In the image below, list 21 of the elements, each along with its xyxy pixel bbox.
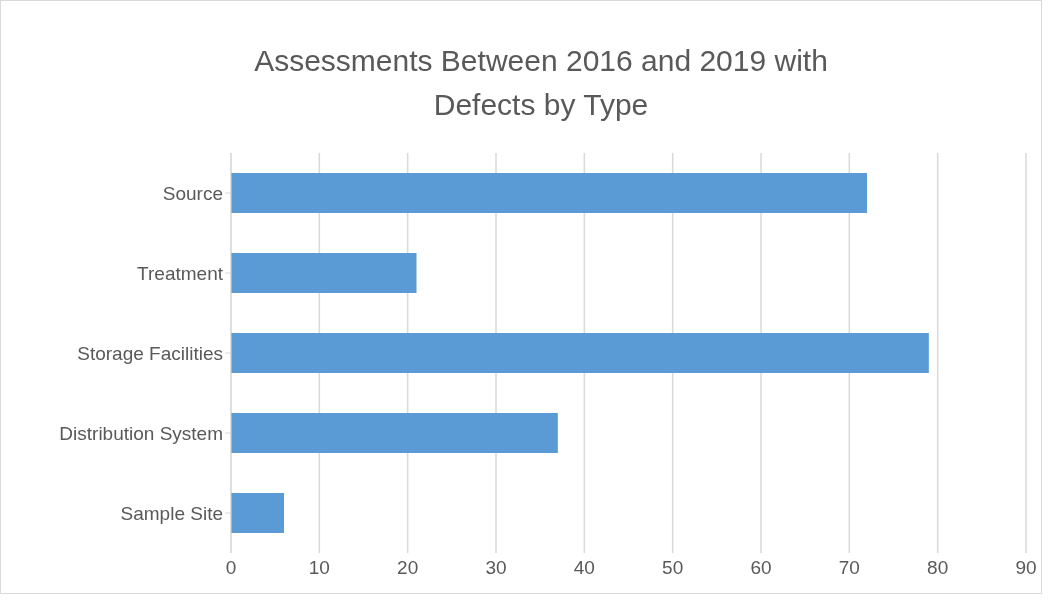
x-tick-label: 70 <box>838 557 860 579</box>
x-tick-label: 40 <box>573 557 595 579</box>
x-tick-label: 10 <box>308 557 330 579</box>
x-tick-label: 30 <box>485 557 507 579</box>
y-tick-label: Storage Facilities <box>77 342 223 364</box>
x-tick-label: 20 <box>397 557 419 579</box>
bar <box>231 333 929 373</box>
x-tick-label: 0 <box>225 557 237 579</box>
x-tick-label: 60 <box>750 557 772 579</box>
bar <box>231 413 558 453</box>
y-tick-label: Sample Site <box>120 502 223 524</box>
chart-title: Assessments Between 2016 and 2019 with Defects by Type <box>253 43 829 123</box>
bar <box>231 173 867 213</box>
bar <box>231 493 284 533</box>
bar <box>231 253 417 293</box>
x-tick-label: 80 <box>927 557 949 579</box>
y-tick-label: Source <box>162 182 223 204</box>
y-tick-label: Treatment <box>137 262 224 284</box>
x-tick-label: 50 <box>662 557 684 579</box>
x-tick-label: 90 <box>1015 557 1037 579</box>
y-tick-label: Distribution System <box>59 422 223 444</box>
